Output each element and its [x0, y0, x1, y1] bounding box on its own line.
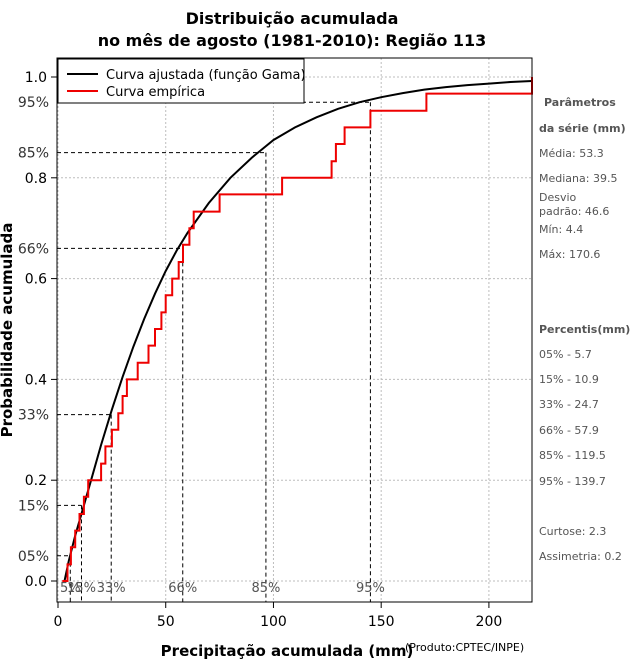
legend-label-empirical: Curva empírica	[106, 85, 205, 100]
y-axis: 0.0 0.2 0.4 0.6 0.8 1.0	[25, 70, 57, 590]
x-tick-label-2: 100	[260, 614, 287, 630]
x-tick-label-0: 0	[54, 614, 63, 630]
stats-title-1: Parâmetros	[544, 96, 616, 109]
credit-text: (Produto:CPTEC/INPE)	[405, 641, 524, 654]
y-tick-label-3: 0.6	[25, 272, 47, 288]
x-tick-label-1: 50	[157, 614, 175, 630]
pct-y-label-3: 66%	[18, 241, 49, 257]
stat-max: Máx: 170.6	[539, 248, 600, 261]
empirical-step-curve	[62, 77, 533, 582]
pct-x-label-1: 15%	[67, 581, 96, 596]
y-tick-label-1: 0.2	[25, 473, 47, 489]
percentil-66: 66% - 57.9	[539, 424, 599, 437]
percentis-title: Percentis(mm)	[539, 323, 630, 336]
fitted-gamma-curve	[63, 80, 533, 582]
y-axis-label: Probabilidade acumulada	[0, 223, 16, 438]
stat-curtose: Curtose: 2.3	[539, 525, 606, 538]
x-axis: 0 50 100 150 200	[54, 602, 503, 630]
pct-x-label-4: 85%	[251, 581, 280, 596]
chart-title-line-2: no mês de agosto (1981-2010): Região 113	[98, 31, 487, 50]
legend: Curva ajustada (função Gama) Curva empír…	[57, 58, 306, 104]
side-panel: Parâmetros da série (mm) Média: 53.3 Med…	[539, 96, 630, 563]
pct-y-label-2: 33%	[18, 408, 49, 424]
percentil-95: 95% - 139.7	[539, 475, 606, 488]
chart-title-line-1: Distribuição acumulada	[186, 9, 399, 28]
percentil-15: 15% - 10.9	[539, 373, 599, 386]
stat-mediana: Mediana: 39.5	[539, 172, 617, 185]
curves	[62, 77, 533, 582]
y-tick-label-4: 0.8	[25, 171, 47, 187]
plot-frame	[56, 57, 533, 603]
legend-label-fitted: Curva ajustada (função Gama)	[106, 68, 306, 83]
pct-y-label-1: 15%	[18, 498, 49, 514]
pct-y-label-4: 85%	[18, 146, 49, 162]
percentile-labels: 05%5%15%15%33%33%66%66%85%85%95%95%	[18, 95, 385, 596]
percentil-33: 33% - 24.7	[539, 398, 599, 411]
stat-desvio-2: padrão: 46.6	[539, 205, 609, 218]
pct-x-label-5: 95%	[356, 581, 385, 596]
grid-lines	[57, 58, 532, 602]
stats-title-2: da série (mm)	[539, 122, 626, 135]
x-tick-label-4: 200	[476, 614, 503, 630]
pct-y-label-5: 95%	[18, 95, 49, 111]
pct-x-label-0: 5%	[60, 581, 81, 596]
pct-y-label-0: 05%	[18, 549, 49, 565]
stat-min: Mín: 4.4	[539, 223, 583, 236]
y-tick-label-0: 0.0	[25, 574, 47, 590]
y-tick-label-5: 1.0	[25, 70, 47, 86]
x-axis-label: Precipitação acumulada (mm)	[161, 642, 414, 660]
stat-desvio-1: Desvio	[539, 191, 577, 204]
pct-x-label-2: 33%	[97, 581, 126, 596]
stat-media: Média: 53.3	[539, 147, 604, 160]
pct-x-label-3: 66%	[168, 581, 197, 596]
legend-box	[57, 58, 305, 104]
percentil-05: 05% - 5.7	[539, 348, 592, 361]
x-tick-label-3: 150	[368, 614, 395, 630]
stat-assimetria: Assimetria: 0.2	[539, 550, 622, 563]
y-tick-label-2: 0.4	[25, 372, 47, 388]
percentil-85: 85% - 119.5	[539, 449, 606, 462]
